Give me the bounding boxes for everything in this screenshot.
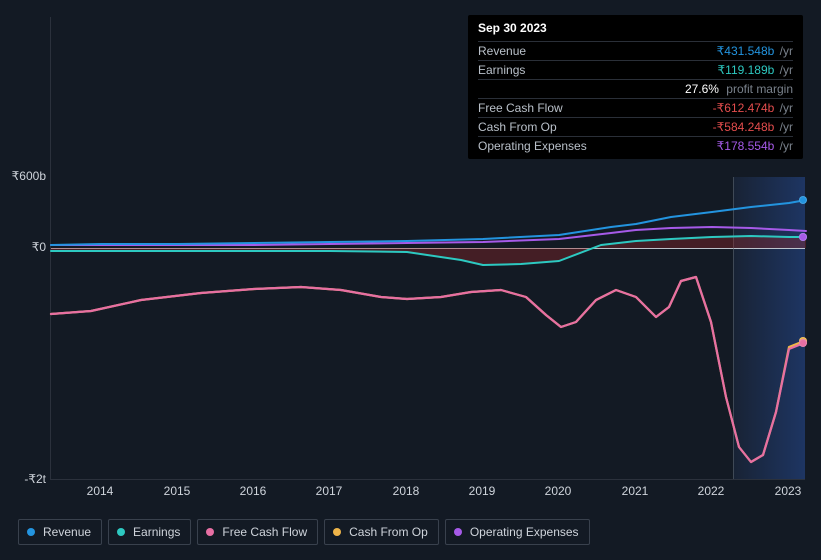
x-axis-label: 2016 <box>240 484 267 498</box>
x-axis-label: 2014 <box>87 484 114 498</box>
legend-item-revenue[interactable]: Revenue <box>18 519 102 545</box>
legend-dot-icon <box>27 528 35 536</box>
series-marker <box>799 196 807 204</box>
legend-label: Cash From Op <box>349 525 428 539</box>
tooltip-row: Operating Expenses ₹178.554b /yr <box>478 136 793 155</box>
x-axis-label: 2023 <box>775 484 802 498</box>
fcf-line <box>51 277 806 462</box>
cfo-line <box>51 277 806 462</box>
tooltip-value: ₹119.189b /yr <box>718 63 793 77</box>
tooltip-value: -₹584.248b /yr <box>713 120 793 134</box>
legend-dot-icon <box>117 528 125 536</box>
x-axis-label: 2020 <box>545 484 572 498</box>
tooltip-label: Revenue <box>478 44 526 58</box>
chart-tooltip: Sep 30 2023 Revenue ₹431.548b /yr Earnings… <box>468 15 803 159</box>
tooltip-row: Free Cash Flow -₹612.474b /yr <box>478 98 793 117</box>
tooltip-rows: Revenue ₹431.548b /yr Earnings ₹119.189b /y… <box>478 41 793 155</box>
series-marker <box>799 233 807 241</box>
x-axis-label: 2018 <box>393 484 420 498</box>
tooltip-row: 27.6% profit margin <box>478 79 793 98</box>
tooltip-label: Operating Expenses <box>478 139 587 153</box>
tooltip-value: -₹612.474b /yr <box>713 101 793 115</box>
legend-label: Operating Expenses <box>470 525 579 539</box>
x-axis-label: 2021 <box>622 484 649 498</box>
x-axis-label: 2015 <box>164 484 191 498</box>
x-axis-label: 2019 <box>469 484 496 498</box>
tooltip-row: Revenue ₹431.548b /yr <box>478 41 793 60</box>
tooltip-title: Sep 30 2023 <box>478 21 793 39</box>
legend-label: Free Cash Flow <box>222 525 307 539</box>
x-axis-label: 2017 <box>316 484 343 498</box>
legend-dot-icon <box>454 528 462 536</box>
y-axis-label: ₹600b <box>0 169 46 183</box>
tooltip-label: Earnings <box>478 63 525 77</box>
legend-label: Earnings <box>133 525 180 539</box>
legend-label: Revenue <box>43 525 91 539</box>
legend-item-fcf[interactable]: Free Cash Flow <box>197 519 318 545</box>
legend-dot-icon <box>206 528 214 536</box>
legend: Revenue Earnings Free Cash Flow Cash From O… <box>18 519 590 545</box>
tooltip-value: ₹431.548b /yr <box>717 44 793 58</box>
tooltip-label: Cash From Op <box>478 120 557 134</box>
legend-item-opex[interactable]: Operating Expenses <box>445 519 590 545</box>
tooltip-value: 27.6% profit margin <box>685 82 793 96</box>
legend-dot-icon <box>333 528 341 536</box>
tooltip-row: Earnings ₹119.189b /yr <box>478 60 793 79</box>
x-axis: 2014 2015 2016 2017 2018 2019 2020 2021 2022 2023 <box>50 484 805 500</box>
series-marker <box>799 339 807 347</box>
y-axis-label: ₹0 <box>0 240 46 254</box>
legend-item-cfo[interactable]: Cash From Op <box>324 519 439 545</box>
x-axis-label: 2022 <box>698 484 725 498</box>
legend-item-earnings[interactable]: Earnings <box>108 519 191 545</box>
tooltip-row: Cash From Op -₹584.248b /yr <box>478 117 793 136</box>
y-axis-label: -₹2t <box>0 472 46 486</box>
tooltip-label: Free Cash Flow <box>478 101 563 115</box>
tooltip-value: ₹178.554b /yr <box>717 139 793 153</box>
